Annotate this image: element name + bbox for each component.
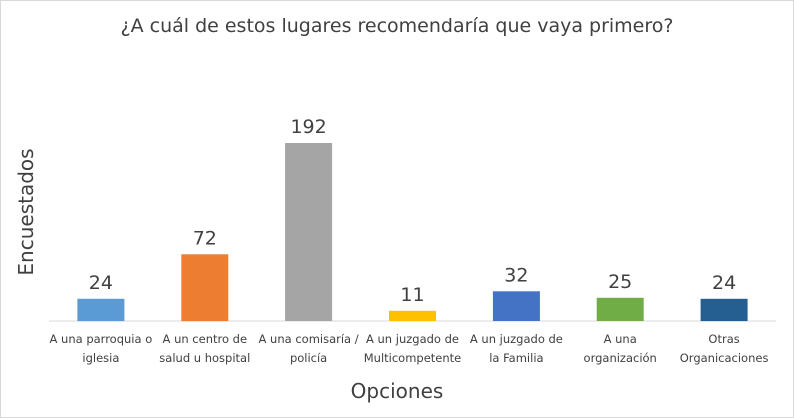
bar: [700, 298, 748, 322]
bar: [285, 143, 333, 321]
data-label: 32: [504, 264, 528, 286]
data-label: 24: [712, 272, 736, 294]
data-label: 11: [400, 284, 424, 306]
bar: [492, 291, 540, 321]
x-tick-label: Otras Organicaciones: [680, 332, 769, 365]
x-tick-label: A un juzgado de Multicompetente: [364, 332, 462, 365]
data-label: 72: [193, 227, 217, 249]
chart-title: ¿A cuál de estos lugares recomendaría qu…: [120, 15, 674, 37]
bar: [596, 297, 644, 321]
x-axis-title: Opciones: [350, 379, 444, 403]
x-tick-label: A una parroquia o iglesia: [50, 332, 153, 365]
x-tick-label: A un centro de salud u hospital: [159, 332, 250, 365]
x-tick-label: A unaorganizaciónespecializada: [581, 332, 659, 371]
x-tick-label: A una comisaría / policía: [259, 332, 359, 365]
x-tick-label: A un juzgado de la Familia: [470, 332, 563, 365]
data-label: 24: [89, 272, 113, 294]
data-label: 25: [608, 271, 632, 293]
bar: [389, 310, 436, 321]
bar: [77, 298, 125, 322]
bar: [181, 254, 229, 322]
plot-area: 24 A una parroquia o iglesia 72 A un centro …: [49, 116, 776, 371]
data-label: 192: [290, 116, 326, 138]
